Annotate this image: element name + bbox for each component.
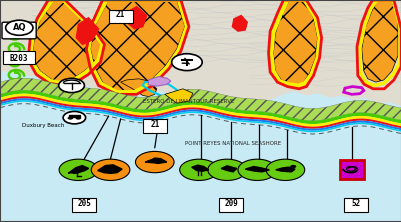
Text: ESTERO DE LIMANTOUR RESERVE: ESTERO DE LIMANTOUR RESERVE <box>143 99 234 103</box>
Circle shape <box>75 117 81 120</box>
Polygon shape <box>0 0 401 107</box>
FancyBboxPatch shape <box>142 119 166 133</box>
Polygon shape <box>164 89 192 103</box>
Polygon shape <box>275 167 294 172</box>
Ellipse shape <box>91 159 130 180</box>
Text: 21: 21 <box>115 10 125 19</box>
Polygon shape <box>221 166 236 172</box>
Polygon shape <box>90 0 184 91</box>
Text: POINT REYES NATIONAL SEASHORE: POINT REYES NATIONAL SEASHORE <box>184 141 281 146</box>
Polygon shape <box>0 90 401 124</box>
Text: AQ: AQ <box>10 25 27 35</box>
Circle shape <box>63 111 85 124</box>
Ellipse shape <box>207 159 246 180</box>
Text: Duxbury Beach: Duxbury Beach <box>22 123 64 128</box>
FancyBboxPatch shape <box>3 51 35 64</box>
FancyBboxPatch shape <box>2 22 36 39</box>
Circle shape <box>59 78 84 93</box>
Text: 209: 209 <box>224 199 237 208</box>
Polygon shape <box>273 0 317 84</box>
Circle shape <box>171 54 202 71</box>
Polygon shape <box>148 77 170 86</box>
FancyBboxPatch shape <box>108 10 132 23</box>
FancyBboxPatch shape <box>343 198 367 212</box>
Circle shape <box>67 117 73 120</box>
Polygon shape <box>126 7 146 29</box>
FancyBboxPatch shape <box>72 198 96 212</box>
Polygon shape <box>97 165 122 173</box>
Text: 52: 52 <box>350 199 360 208</box>
Ellipse shape <box>237 159 276 180</box>
Polygon shape <box>191 165 208 171</box>
Polygon shape <box>68 166 89 173</box>
Polygon shape <box>120 79 156 97</box>
Bar <box>339 160 363 179</box>
Text: AQ: AQ <box>12 23 26 32</box>
Text: 205: 205 <box>77 199 91 208</box>
Polygon shape <box>0 98 401 131</box>
Polygon shape <box>361 0 397 82</box>
FancyBboxPatch shape <box>219 198 243 212</box>
Polygon shape <box>0 94 401 127</box>
Polygon shape <box>32 0 100 82</box>
Circle shape <box>6 20 33 35</box>
Polygon shape <box>76 18 98 44</box>
Polygon shape <box>145 158 166 163</box>
Circle shape <box>290 165 296 168</box>
Text: 21: 21 <box>150 120 159 129</box>
Polygon shape <box>0 100 401 132</box>
Ellipse shape <box>135 151 174 173</box>
Polygon shape <box>69 115 79 117</box>
Polygon shape <box>0 78 401 121</box>
Polygon shape <box>245 166 269 172</box>
Polygon shape <box>0 96 401 129</box>
Polygon shape <box>232 16 247 31</box>
Text: B203: B203 <box>10 54 28 63</box>
Ellipse shape <box>179 159 218 180</box>
Ellipse shape <box>59 159 97 180</box>
Ellipse shape <box>265 159 304 180</box>
